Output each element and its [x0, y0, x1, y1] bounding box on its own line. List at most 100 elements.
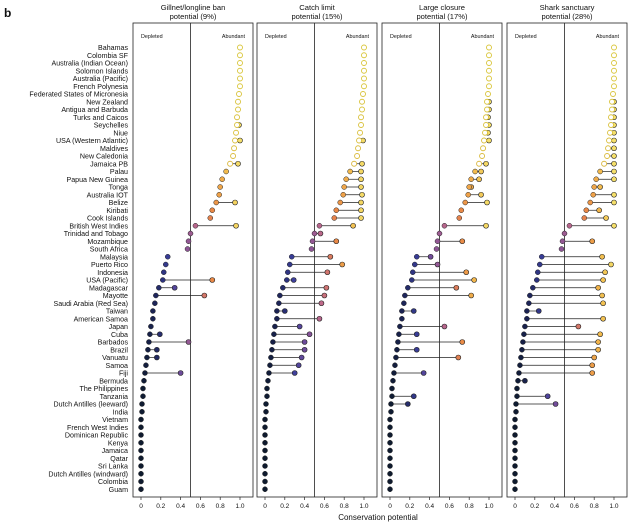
- country-label: Madagascar: [89, 284, 129, 292]
- x-tick-label: 0: [513, 503, 517, 510]
- baseline-point: [266, 370, 272, 376]
- baseline-point: [516, 370, 522, 376]
- potential-point: [358, 215, 364, 221]
- potential-point: [154, 346, 160, 353]
- baseline-point: [262, 447, 268, 454]
- baseline-point: [399, 316, 405, 322]
- baseline-point: [608, 114, 614, 121]
- baseline-point: [466, 184, 472, 190]
- baseline-point: [356, 137, 362, 144]
- abundant-label: Abundant: [596, 34, 620, 40]
- baseline-point: [237, 52, 243, 59]
- country-label: Turks and Caicos: [73, 114, 128, 122]
- baseline-point: [343, 176, 349, 182]
- baseline-point: [611, 67, 617, 74]
- country-label: Qatar: [110, 455, 128, 463]
- baseline-point: [262, 455, 268, 461]
- country-label: Colombia SF: [87, 52, 129, 60]
- baseline-point: [484, 106, 490, 113]
- abundant-label: Abundant: [471, 34, 495, 40]
- panel-title: Gillnet/longline ban: [161, 3, 226, 12]
- potential-point: [359, 191, 365, 198]
- baseline-point: [513, 401, 519, 407]
- baseline-point: [394, 347, 400, 353]
- baseline-point: [231, 145, 238, 152]
- country-label: Cook Islands: [87, 215, 128, 223]
- baseline-point: [271, 331, 277, 337]
- baseline-point: [341, 184, 347, 190]
- country-label: Saudi Arabia (Red Sea): [53, 300, 128, 308]
- potential-point: [434, 261, 441, 268]
- baseline-point: [512, 478, 518, 485]
- baseline-point: [358, 114, 364, 121]
- baseline-point: [141, 378, 147, 384]
- potential-point: [599, 253, 605, 260]
- potential-point: [233, 222, 239, 229]
- potential-point: [453, 284, 460, 291]
- baseline-point: [611, 52, 617, 59]
- x-tick-label: 1.0: [484, 503, 493, 510]
- baseline-point: [361, 60, 367, 66]
- baseline-point: [485, 91, 491, 97]
- baseline-point: [185, 238, 192, 244]
- baseline-point: [142, 370, 148, 376]
- country-label: Australia (Indian Ocean): [52, 60, 129, 68]
- potential-point: [484, 199, 490, 206]
- baseline-point: [538, 254, 545, 260]
- baseline-point: [409, 277, 415, 283]
- potential-point: [333, 238, 340, 245]
- x-tick-label: 0.2: [280, 503, 289, 510]
- baseline-point: [604, 153, 611, 159]
- baseline-point: [387, 486, 393, 492]
- baseline-point: [527, 292, 533, 299]
- potential-point: [589, 238, 596, 245]
- baseline-point: [387, 416, 393, 423]
- baseline-point: [213, 199, 219, 206]
- baseline-point: [163, 261, 169, 268]
- potential-point: [209, 277, 216, 283]
- baseline-point: [359, 106, 365, 113]
- potential-point: [591, 354, 598, 361]
- x-tick-label: 0.8: [465, 503, 474, 510]
- baseline-point: [387, 424, 393, 430]
- potential-point: [296, 323, 303, 330]
- country-label: Tanzania: [100, 393, 128, 401]
- baseline-point: [609, 98, 615, 105]
- panel-letter: b: [4, 6, 11, 20]
- potential-point: [602, 269, 608, 276]
- baseline-point: [361, 44, 367, 51]
- baseline-point: [514, 393, 520, 399]
- potential-point: [185, 339, 192, 345]
- country-label: Kenya: [108, 439, 128, 447]
- baseline-point: [387, 455, 393, 461]
- baseline-point: [358, 122, 364, 128]
- baseline-point: [436, 230, 443, 237]
- baseline-point: [468, 176, 474, 182]
- potential-point: [157, 331, 163, 338]
- baseline-point: [361, 52, 367, 59]
- x-tick-label: 0.2: [405, 503, 414, 510]
- baseline-point: [611, 44, 617, 51]
- depleted-label: Depleted: [390, 34, 412, 40]
- country-label: South Africa: [90, 246, 128, 254]
- baseline-point: [483, 114, 489, 121]
- baseline-point: [387, 463, 393, 469]
- baseline-point: [472, 168, 478, 175]
- potential-point: [359, 160, 365, 167]
- abundant-label: Abundant: [222, 34, 246, 40]
- country-label: French West Indies: [67, 424, 128, 432]
- baseline-point: [160, 277, 166, 283]
- potential-point: [597, 184, 603, 190]
- baseline-point: [558, 246, 565, 252]
- baseline-point: [481, 137, 487, 144]
- country-label: Belize: [109, 199, 128, 207]
- potential-point: [483, 160, 489, 167]
- baseline-point: [581, 215, 588, 221]
- baseline-point: [537, 261, 543, 268]
- country-label: Solomon Islands: [76, 67, 129, 75]
- baseline-point: [518, 354, 524, 361]
- baseline-point: [401, 300, 407, 306]
- potential-point: [323, 284, 330, 291]
